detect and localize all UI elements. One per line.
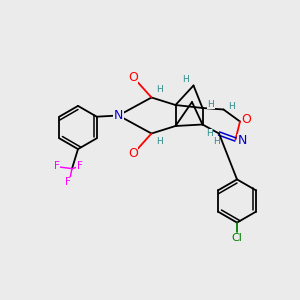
Text: H: H: [208, 100, 214, 109]
Text: H: H: [157, 136, 163, 146]
Text: F: F: [65, 177, 71, 187]
Text: H: H: [182, 75, 188, 84]
Text: F: F: [54, 161, 60, 171]
Text: H: H: [157, 85, 163, 94]
Text: Cl: Cl: [232, 233, 242, 243]
Text: N: N: [237, 134, 247, 148]
Text: O: O: [128, 147, 138, 161]
Text: N: N: [114, 109, 123, 122]
Text: H: H: [213, 137, 219, 146]
Text: O: O: [242, 112, 251, 126]
Text: F: F: [76, 161, 82, 171]
Text: H: H: [206, 129, 212, 138]
Text: O: O: [128, 70, 138, 84]
Text: H: H: [229, 102, 235, 111]
